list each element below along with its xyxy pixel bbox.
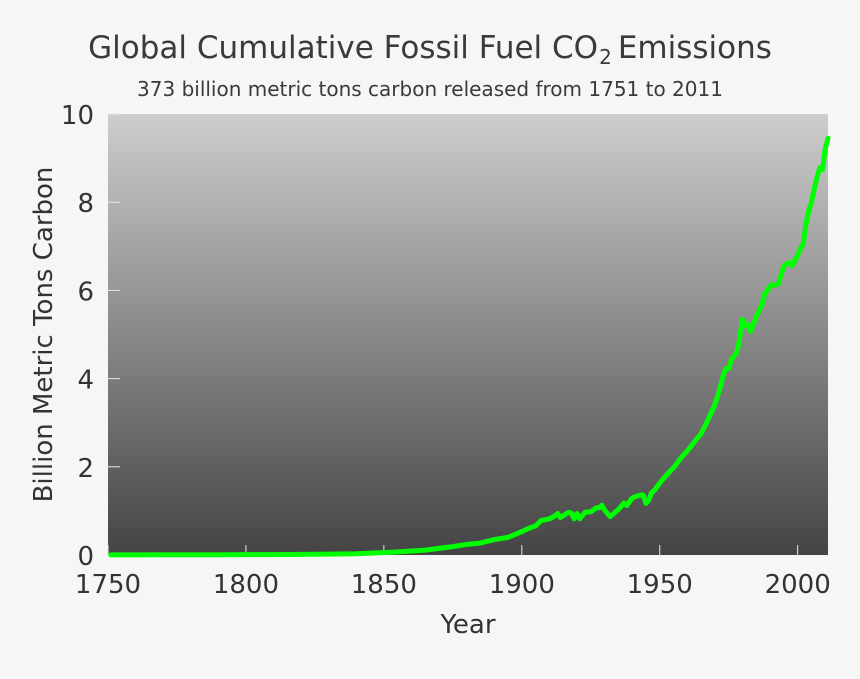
y-tick-label-2: 2: [77, 454, 94, 484]
chart-title: Global Cumulative Fossil Fuel CO2 Emissio…: [0, 30, 860, 69]
x-tick-label-1900: 1900: [489, 570, 555, 600]
y-axis-title: Billion Metric Tons Carbon: [29, 167, 59, 503]
x-tick-label-1850: 1850: [351, 570, 417, 600]
x-axis-title: Year: [439, 610, 495, 640]
plot-area: [108, 114, 828, 555]
y-tick-label-6: 6: [77, 277, 94, 307]
x-tick-label-1800: 1800: [213, 570, 279, 600]
series-line-cumulative-emissions: [108, 135, 831, 558]
y-tick-label-8: 8: [77, 189, 94, 219]
chart-title-subscript: 2: [599, 45, 612, 69]
y-axis-tick-labels: 0 2 4 6 8 10: [61, 101, 94, 572]
x-tick-label-1950: 1950: [627, 570, 693, 600]
x-tick-label-1750: 1750: [75, 570, 141, 600]
x-axis-tick-labels: 1750 1800 1850 1900 1950 2000: [75, 570, 831, 600]
y-tick-label-10: 10: [61, 101, 94, 131]
y-tick-label-4: 4: [77, 366, 94, 396]
chart-subtitle: 373 billion metric tons carbon released …: [137, 77, 723, 101]
x-tick-label-2000: 2000: [765, 570, 831, 600]
chart-title-suffix: Emissions: [617, 30, 772, 66]
chart-title-main: Global Cumulative Fossil Fuel CO: [88, 30, 599, 66]
y-tick-label-0: 0: [77, 542, 94, 572]
